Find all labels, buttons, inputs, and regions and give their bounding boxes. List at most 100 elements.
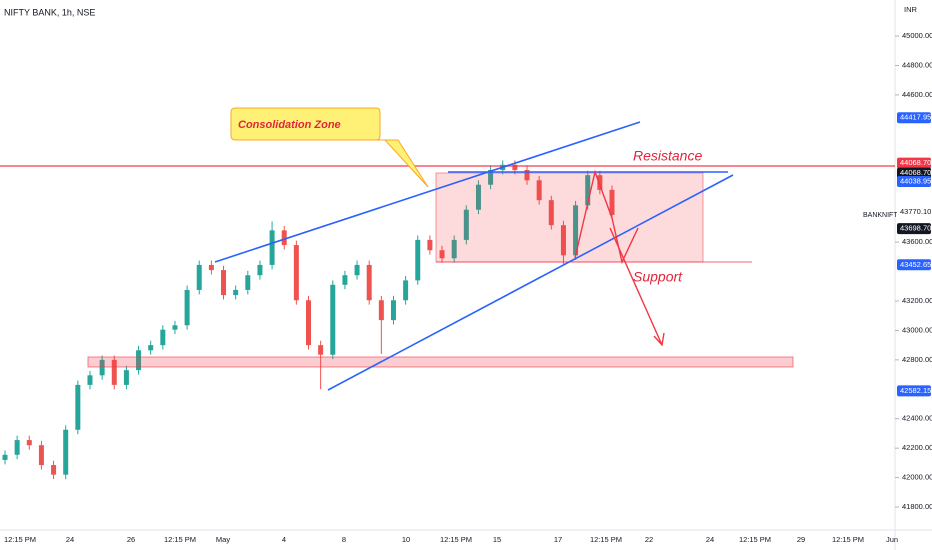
candle-body	[390, 300, 396, 321]
x-tick-label: 26	[127, 535, 135, 544]
price-label-box	[897, 385, 931, 397]
x-tick-label: 17	[554, 535, 562, 544]
y-tick-label: 42000.00	[902, 473, 932, 482]
price-label-box	[897, 167, 931, 179]
x-tick-label: May	[216, 535, 230, 544]
candle-body	[415, 239, 421, 281]
price-label: 44068.70	[900, 158, 931, 167]
callout-text: Consolidation Zone	[238, 119, 341, 131]
upper-trendline	[214, 121, 641, 263]
candle-body	[63, 429, 69, 475]
y-tick-label: 42200.00	[902, 443, 932, 452]
drawings: Consolidation Zone Resistance Support	[0, 107, 895, 391]
price-label-box	[897, 112, 931, 124]
x-tick-label: 24	[66, 535, 74, 544]
price-label-box	[897, 206, 931, 218]
candle-body	[597, 175, 603, 190]
candle-body	[330, 284, 336, 355]
candle-body	[233, 289, 239, 296]
candle-body	[14, 440, 20, 455]
candle-body	[451, 239, 457, 259]
x-tick-label: 12:15 PM	[440, 535, 472, 544]
candle-body	[196, 264, 202, 290]
candle-body	[536, 180, 542, 201]
candle-body	[475, 184, 481, 210]
x-tick-label: 24	[706, 535, 714, 544]
candle-body	[439, 250, 445, 259]
chart-title: NIFTY BANK, 1h, NSE	[4, 7, 95, 17]
y-tick-label: 43200.00	[902, 296, 932, 305]
y-tick-label: 44600.00	[902, 90, 932, 99]
projection-arrow	[609, 227, 665, 347]
candle-body	[293, 245, 299, 301]
candle-body	[26, 440, 32, 446]
resistance-label: Resistance	[633, 148, 702, 164]
demand-zone	[87, 356, 794, 368]
candle-body	[221, 270, 227, 296]
candle-body	[281, 230, 287, 246]
candle-body	[75, 384, 81, 430]
price-label-box	[897, 157, 931, 169]
price-label: 44068.70	[900, 168, 931, 177]
x-tick-label: 12:15 PM	[590, 535, 622, 544]
x-tick-label: 12:15 PM	[832, 535, 864, 544]
y-tick-label: 44800.00	[902, 60, 932, 69]
candle-body	[609, 189, 615, 215]
candle-body	[257, 264, 263, 276]
callout	[230, 107, 429, 188]
candle-body	[306, 300, 311, 346]
candle-body	[184, 289, 190, 326]
consolidation-rect	[435, 172, 704, 263]
candle-body	[488, 169, 494, 185]
x-tick-label: 8	[342, 535, 346, 544]
price-label: 44038.95	[900, 176, 931, 185]
candle-body	[38, 445, 44, 466]
x-tick-label: 22	[645, 535, 653, 544]
price-label: 44417.95	[900, 113, 931, 122]
price-label-box	[897, 259, 931, 271]
candle-body	[51, 465, 57, 475]
candle-body	[342, 275, 348, 285]
candle-body	[403, 280, 409, 301]
support-label: Support	[633, 269, 683, 285]
candle-body	[87, 375, 93, 385]
candle-body	[148, 345, 154, 351]
candle-body	[160, 329, 166, 346]
projection-path	[574, 169, 639, 265]
y-tick-label: 41800.00	[902, 502, 932, 511]
candle-body	[560, 225, 566, 256]
candle-body	[573, 205, 579, 256]
y-tick-label: 43000.00	[902, 325, 932, 334]
x-tick-label: 12:15 PM	[739, 535, 771, 544]
price-label-box	[897, 176, 931, 188]
x-tick-label: 12:15 PM	[4, 535, 36, 544]
price-label: 43452.65	[900, 260, 931, 269]
x-tick-label: 15	[493, 535, 501, 544]
price-label: 43770.10	[900, 207, 931, 216]
candle-body	[524, 169, 530, 181]
price-label-box	[897, 223, 931, 235]
y-tick-label: 45000.00	[902, 31, 932, 40]
candle-body	[111, 359, 117, 385]
y-tick-label: 43600.00	[902, 237, 932, 246]
candle-body	[512, 164, 518, 170]
candle-body	[585, 175, 591, 206]
x-tick-label: Jun	[886, 535, 898, 544]
candle-body	[427, 239, 433, 251]
candle-body	[99, 359, 105, 376]
y-tick-label: 42400.00	[902, 414, 932, 423]
candle-body	[208, 264, 214, 271]
candle-body	[366, 264, 372, 301]
candles	[2, 160, 615, 480]
candle-body	[269, 230, 275, 265]
candle-body	[245, 275, 251, 290]
x-tick-label: 29	[797, 535, 805, 544]
candle-body	[123, 370, 129, 385]
candle-body	[463, 209, 469, 240]
x-tick-label: 12:15 PM	[164, 535, 196, 544]
price-label: 43698.70	[900, 224, 931, 233]
candle-body	[2, 454, 8, 460]
candle-body	[172, 325, 178, 330]
